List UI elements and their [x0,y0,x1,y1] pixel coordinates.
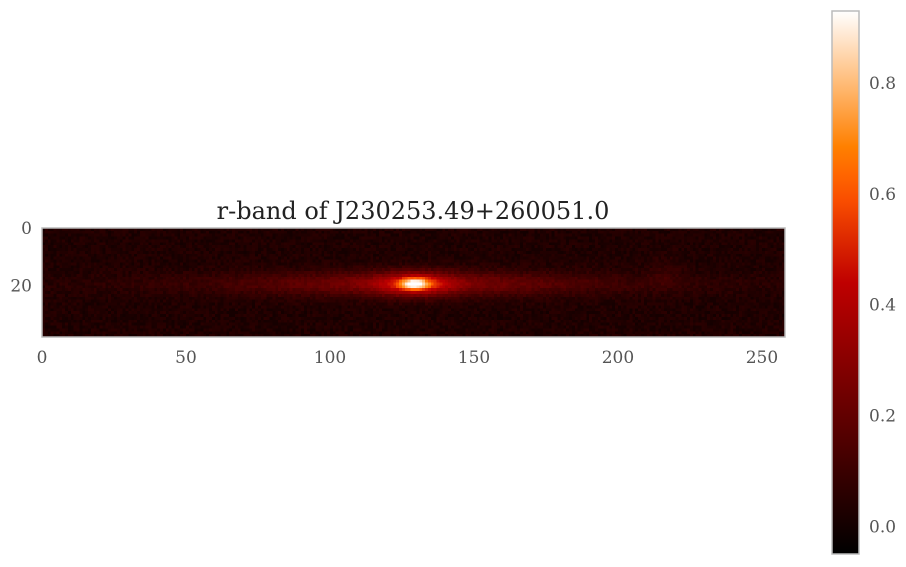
colorbar-tick-label: 0.2 [869,406,896,426]
x-tick-label: 0 [37,348,48,368]
x-tick-label: 100 [314,348,346,368]
colorbar-tick-label: 0.4 [869,296,896,316]
chart-title: r-band of J230253.49+260051.0 [217,197,610,225]
x-tick-label: 250 [746,348,778,368]
galaxy-image-heatmap [42,228,785,337]
colorbar: 0.0 0.2 0.4 0.6 0.8 [831,10,896,555]
colorbar-frame [831,10,860,555]
y-tick-label: 0 [21,219,32,239]
colorbar-ticks: 0.0 0.2 0.4 0.6 0.8 [869,74,896,537]
x-tick-label: 200 [602,348,634,368]
x-tick-label: 50 [175,348,197,368]
colorbar-tick-label: 0.8 [869,74,896,94]
colorbar-tick-label: 0.0 [869,517,896,537]
colorbar-tick-label: 0.6 [869,185,896,205]
y-tick-label: 20 [10,276,32,296]
x-axis-ticks: 0 50 100 150 200 250 [37,348,779,368]
y-axis-ticks: 0 20 [10,219,32,296]
x-tick-label: 150 [458,348,490,368]
image-axes: 0 50 100 150 200 250 0 20 [10,219,786,368]
colorbar-gradient [832,11,859,554]
image-frame [41,227,786,338]
